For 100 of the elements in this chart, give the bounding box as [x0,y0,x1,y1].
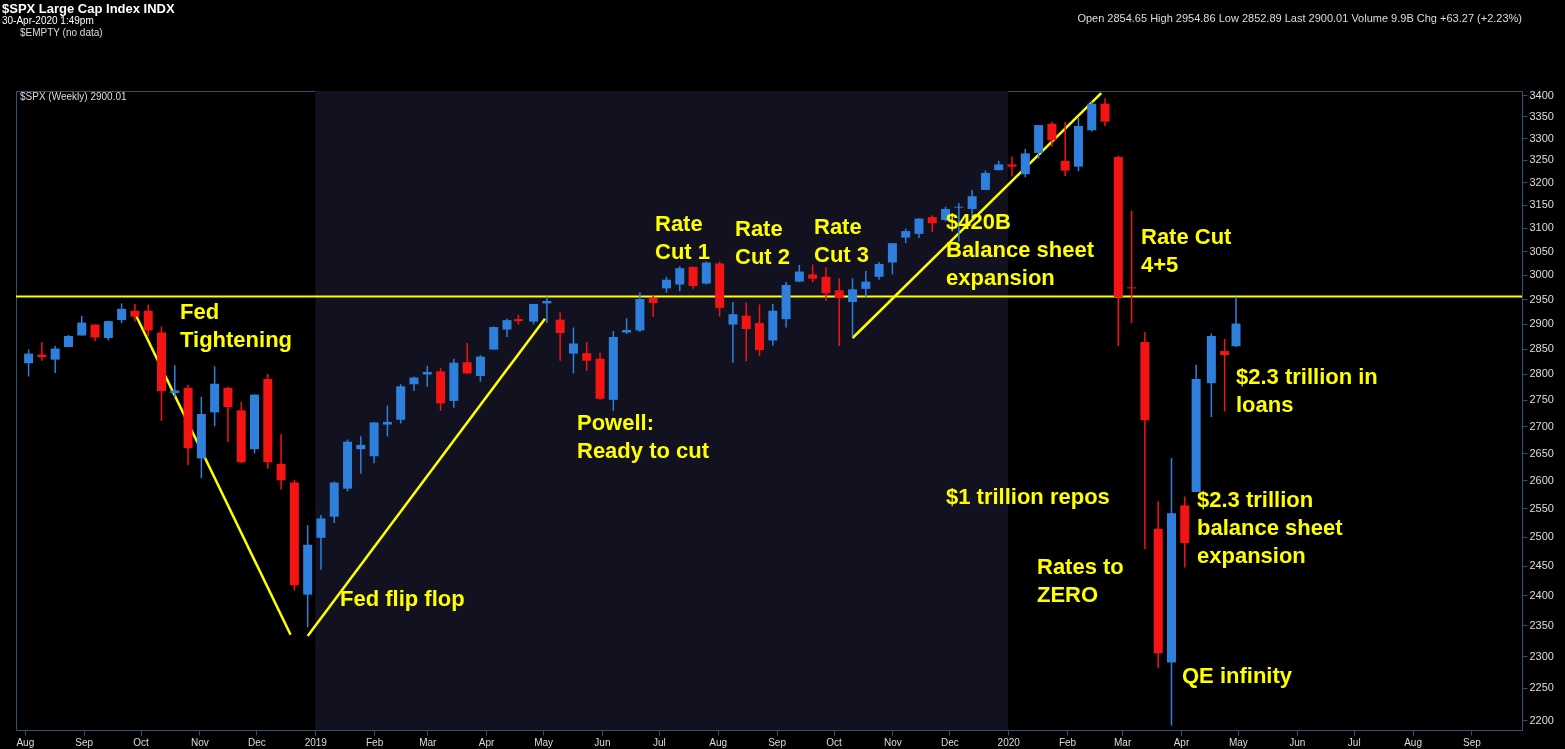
y-tick-label: 2400 [1529,588,1554,601]
candlestick [1231,295,1241,348]
y-tick-label: 3300 [1529,131,1554,144]
candlestick [568,326,578,375]
x-tick-label: Dec [248,736,266,748]
candlestick [24,348,34,378]
candlestick [821,266,831,302]
y-tick-label: 2550 [1529,501,1554,514]
x-tick-label: Mar [419,736,438,748]
y-tick-label: 2600 [1529,473,1554,486]
x-tick-label: Nov [884,736,902,748]
candlestick [1007,155,1017,178]
candlestick [834,277,844,347]
x-tick-label: Oct [826,736,843,748]
text: $EMPTY (no data) [20,27,103,38]
y-tick-label: 3050 [1529,244,1554,257]
x-tick-label: Feb [366,736,384,748]
x-tick-label: Jun [594,736,611,748]
x-tick-label: Apr [478,736,496,748]
y-tick-label: 2700 [1529,419,1554,432]
candlestick [223,386,233,443]
candlestick [50,345,60,374]
candlestick [316,514,326,571]
y-tick-label: 2800 [1529,367,1554,380]
x-tick-label: Jul [1347,736,1361,748]
candlestick [276,433,286,491]
candlestick [701,260,711,286]
candlestick [675,265,685,293]
candlestick [77,314,87,337]
x-tick-label: Oct [133,736,150,748]
candlestick [1127,210,1137,324]
candlestick [356,435,366,475]
y-tick-label: 2250 [1529,681,1554,694]
candlestick [462,342,472,375]
annotation: Rate Cut 3 [814,214,869,267]
y-tick-label: 2750 [1529,393,1554,406]
x-tick-label: Feb [1058,736,1077,748]
candlestick [1220,338,1230,413]
annotation: $1 trillion repos [946,484,1110,509]
x-tick-label: Aug [16,736,35,748]
x-tick-label: 2020 [997,736,1021,748]
x-tick-label: Mar [1114,736,1132,748]
annotation: $2.3 trillion balance sheet expansion [1197,487,1344,568]
candlestick [728,301,738,364]
y-tick-label: 2850 [1529,342,1554,355]
annotation: Powell: Ready to cut [577,410,710,463]
x-tick-label: Nov [191,736,209,748]
candlestick [648,294,658,318]
x-tick-label: Sep [75,736,94,748]
x-tick-label: Aug [1404,736,1422,748]
y-tick-label: 3250 [1529,153,1554,166]
x-tick-label: May [534,736,554,748]
annotation: $SPX (Weekly) 2900.01 [20,91,127,102]
y-tick-label: 2950 [1529,292,1554,305]
candlestick [382,404,392,438]
x-tick-label: May [1228,736,1248,748]
candlestick [1060,121,1070,177]
y-tick-label: 2450 [1529,559,1554,572]
x-tick-label: Sep [1463,736,1482,748]
candlestick [887,242,897,276]
candlestick [848,277,858,338]
x-tick-label: Sep [768,736,787,748]
y-tick-label: 2650 [1529,446,1554,459]
y-tick-label: 2300 [1529,649,1554,662]
x-tick-label: Jun [1289,736,1306,748]
candlestick [475,354,485,383]
annotation: QE infinity [1182,663,1293,688]
candlestick [741,301,751,362]
annotation: Fed Tightening [180,299,293,352]
y-tick-label: 3150 [1529,198,1554,211]
chart-subtitle: 30-Apr-2020 1:49pm [2,15,94,26]
candlestick [555,311,565,362]
y-tick-label: 3350 [1529,109,1554,122]
y-tick-label: 2900 [1529,317,1554,330]
y-tick-label: 3400 [1529,88,1554,101]
candlestick [170,364,180,398]
y-tick-label: 3100 [1529,221,1554,234]
y-tick-label: 2200 [1529,713,1554,726]
candlestick [914,217,924,239]
annotation: Fed flip flop [340,586,465,611]
x-tick-label: Apr [1173,736,1190,748]
x-tick-label: Jul [652,736,666,748]
candlestick [502,317,512,338]
y-tick-label: 3000 [1529,268,1554,281]
candlestick [1100,97,1110,127]
x-tick-label: 2019 [304,736,328,748]
candlestick [980,169,990,191]
annotation: Rates to ZERO [1037,554,1124,607]
annotation: Rate Cut 1 [655,211,710,264]
x-tick-label: Dec [940,736,959,748]
candlestick [1047,120,1057,148]
candlestick [117,302,127,324]
candlestick [582,341,592,372]
y-tick-label: 3200 [1529,175,1554,188]
annotation: $2.3 trillion in loans [1236,364,1378,417]
x-tick-label: Aug [709,736,728,748]
text: Open 2854.65 High 2954.86 Low 2852.89 Last 2900.01 Volume 9.9B Chg +63.27 (+2.23%) [1077,12,1522,24]
candlestick [1020,148,1030,179]
annotation: Rate Cut 4+5 [1141,224,1233,277]
y-tick-label: 2350 [1529,618,1554,631]
